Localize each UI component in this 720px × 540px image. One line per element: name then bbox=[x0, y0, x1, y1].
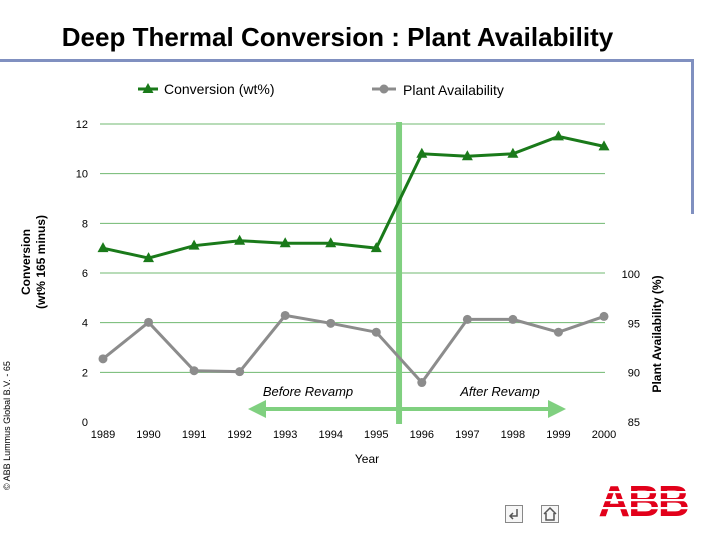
y-left-tick-label: 12 bbox=[76, 119, 88, 131]
conversion-point bbox=[370, 242, 382, 253]
y-left-tick-label: 4 bbox=[82, 318, 88, 330]
x-tick-label: 1990 bbox=[136, 429, 160, 441]
gridlines bbox=[100, 123, 605, 373]
y-right-tick-label: 90 bbox=[628, 368, 640, 380]
conversion-point bbox=[97, 242, 109, 253]
chart-title: Deep Thermal Conversion : Plant Availabi… bbox=[61, 22, 614, 52]
availability-point bbox=[144, 317, 154, 327]
legend-marker-conversion bbox=[142, 83, 154, 93]
slide-frame-top bbox=[0, 59, 694, 62]
after-revamp-label: After Revamp bbox=[459, 384, 539, 399]
conversion-point bbox=[325, 237, 337, 248]
copyright-text: © ABB Lummus Global B.V. - 65 bbox=[2, 361, 12, 490]
y-left-axis-label: Conversion(wt% 165 minus) bbox=[19, 215, 48, 309]
series-line-conversion bbox=[102, 134, 605, 260]
series-group bbox=[97, 130, 610, 388]
conversion-point bbox=[552, 130, 564, 141]
slide-frame-right bbox=[691, 59, 694, 214]
y-left-tick-label: 6 bbox=[82, 268, 88, 280]
revamp-arrow-right-head bbox=[548, 400, 566, 418]
abb-logo: ABB bbox=[598, 480, 688, 520]
availability-point bbox=[599, 311, 609, 321]
x-tick-label: 1989 bbox=[91, 429, 115, 441]
y-left-axis-label-line: Conversion bbox=[19, 229, 33, 295]
legend-label-conversion: Conversion (wt%) bbox=[164, 81, 274, 97]
revamp-marker: Before Revamp After Revamp bbox=[248, 122, 566, 424]
home-icon[interactable] bbox=[541, 505, 559, 523]
availability-point bbox=[553, 327, 563, 337]
revamp-divider bbox=[396, 122, 403, 424]
y-right-tick-label: 95 bbox=[628, 318, 640, 330]
availability-point bbox=[326, 318, 336, 328]
x-tick-label: 1994 bbox=[318, 429, 342, 441]
series-line-availability bbox=[102, 313, 605, 385]
availability-point bbox=[371, 327, 381, 337]
legend: Conversion (wt%) Plant Availability bbox=[138, 81, 504, 98]
return-icon[interactable] bbox=[505, 505, 523, 523]
x-tick-label: 1998 bbox=[501, 429, 525, 441]
conversion-point bbox=[234, 234, 246, 245]
x-tick-label: 1999 bbox=[546, 429, 570, 441]
availability-point bbox=[508, 314, 518, 324]
conversion-point bbox=[416, 147, 428, 158]
x-tick-label: 2000 bbox=[592, 429, 616, 441]
conversion-point bbox=[279, 237, 291, 248]
availability-point bbox=[462, 314, 472, 324]
x-tick-label: 1992 bbox=[227, 429, 251, 441]
y-right-tick-label: 85 bbox=[628, 417, 640, 429]
availability-point bbox=[189, 366, 199, 376]
availability-point bbox=[98, 354, 108, 364]
revamp-arrow-left-head bbox=[248, 400, 266, 418]
y-left-tick-label: 8 bbox=[82, 218, 88, 230]
before-revamp-label: Before Revamp bbox=[263, 384, 353, 399]
y-right-axis-label: Plant Availability (%) bbox=[650, 275, 664, 392]
x-tick-label: 1997 bbox=[455, 429, 479, 441]
x-axis-label: Year bbox=[355, 452, 379, 466]
conversion-point bbox=[507, 147, 519, 158]
conversion-point bbox=[143, 252, 155, 263]
x-tick-label: 1991 bbox=[182, 429, 206, 441]
legend-label-availability: Plant Availability bbox=[403, 82, 504, 98]
availability-point bbox=[280, 310, 290, 320]
y-left-tick-label: 0 bbox=[82, 417, 88, 429]
x-tick-label: 1996 bbox=[410, 429, 434, 441]
legend-marker-availability bbox=[379, 84, 389, 94]
y-left-tick-label: 2 bbox=[82, 367, 88, 379]
conversion-point bbox=[188, 239, 200, 250]
conversion-point bbox=[598, 140, 610, 151]
y-left-axis-label-line: (wt% 165 minus) bbox=[34, 215, 48, 309]
availability-point bbox=[417, 378, 427, 388]
axes: 0 2 4 6 8 10 12 85 90 95 100 1989 1990 1991 1992 1993 19… bbox=[19, 119, 664, 466]
availability-point bbox=[235, 367, 245, 377]
x-tick-label: 1995 bbox=[364, 429, 388, 441]
x-tick-label: 1993 bbox=[273, 429, 297, 441]
conversion-point bbox=[461, 150, 473, 161]
y-left-tick-label: 10 bbox=[76, 169, 88, 181]
y-right-tick-label: 100 bbox=[622, 269, 640, 281]
